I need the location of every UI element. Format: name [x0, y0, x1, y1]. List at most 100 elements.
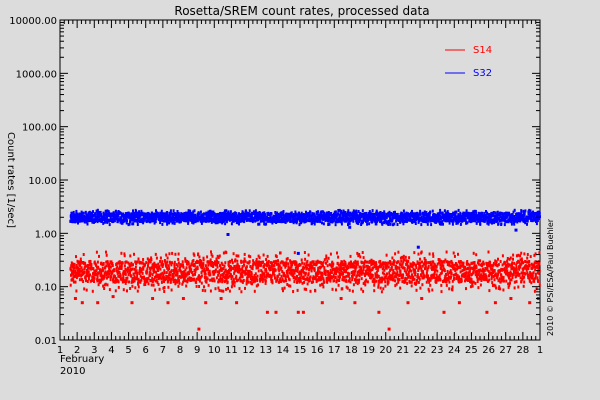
point-s14	[96, 274, 99, 278]
point-s14	[230, 285, 233, 289]
point-s14	[185, 266, 188, 270]
point-s14	[75, 263, 78, 267]
point-s32	[419, 212, 422, 216]
point-s32	[484, 213, 487, 217]
point-s14	[509, 256, 512, 260]
point-s14	[394, 279, 397, 283]
point-s14	[330, 276, 333, 280]
point-s14	[521, 277, 524, 281]
point-s14	[154, 252, 157, 256]
point-s14	[106, 283, 109, 287]
point-s32	[240, 215, 243, 219]
point-s14	[194, 261, 197, 265]
point-s32	[430, 223, 433, 227]
point-s14-outlier	[485, 310, 489, 314]
point-s32	[85, 220, 88, 224]
point-s14	[253, 289, 256, 293]
point-s32	[402, 218, 405, 222]
point-s14	[360, 277, 363, 281]
point-s14	[205, 276, 208, 280]
point-s14	[236, 270, 239, 274]
point-s14	[390, 265, 393, 269]
point-s14	[175, 267, 178, 271]
point-s14	[356, 260, 359, 264]
point-s32	[271, 221, 274, 225]
point-s14	[125, 260, 128, 264]
point-s32	[275, 213, 278, 217]
point-s14	[474, 273, 477, 277]
point-s14	[83, 271, 85, 274]
point-s32	[276, 218, 279, 222]
point-s14	[212, 277, 215, 281]
point-s14	[213, 279, 216, 283]
point-s14	[118, 261, 121, 265]
point-s14	[365, 278, 368, 282]
point-s14	[247, 280, 250, 284]
point-s14	[71, 271, 74, 275]
point-s14	[354, 280, 357, 284]
point-s14	[359, 255, 362, 259]
point-s32	[222, 214, 225, 218]
point-s14	[515, 280, 518, 284]
point-s14	[432, 260, 435, 264]
point-s14	[447, 278, 450, 282]
point-s14	[443, 269, 446, 273]
point-s32	[136, 214, 138, 218]
point-s32	[455, 210, 458, 214]
point-s32	[176, 210, 179, 213]
point-s14	[284, 265, 287, 269]
point-s32	[474, 219, 477, 223]
point-s14-outlier	[301, 310, 305, 314]
point-s14	[289, 284, 292, 288]
point-s14	[362, 268, 365, 271]
point-s14	[165, 277, 168, 281]
point-s14	[537, 280, 540, 283]
point-s32	[208, 216, 211, 220]
point-s14	[310, 263, 313, 267]
point-s14	[244, 269, 247, 273]
point-s32	[154, 220, 157, 223]
point-s32	[490, 214, 493, 218]
point-s14	[501, 268, 504, 271]
point-s14	[102, 262, 105, 265]
point-s14	[384, 276, 387, 279]
point-s14	[431, 267, 433, 271]
point-s32	[245, 215, 248, 219]
point-s14	[350, 265, 353, 269]
point-s14	[377, 266, 380, 270]
point-s14	[351, 273, 354, 277]
point-s14	[80, 266, 83, 270]
point-s14	[445, 283, 448, 287]
point-s14	[491, 281, 494, 285]
point-s14-outlier	[219, 297, 223, 300]
point-s14	[172, 277, 175, 281]
point-s14	[426, 276, 429, 280]
point-s32	[220, 216, 222, 220]
point-s14	[223, 264, 226, 268]
point-s14	[123, 272, 126, 275]
point-s14	[410, 280, 413, 284]
point-s14	[200, 271, 203, 275]
point-s14	[375, 264, 378, 267]
point-s14	[315, 280, 318, 283]
point-s14	[152, 278, 155, 282]
point-s14	[340, 263, 343, 267]
point-s32	[92, 210, 94, 214]
point-s32	[169, 213, 172, 217]
point-s32	[187, 211, 190, 215]
point-s14	[348, 272, 351, 276]
point-s14	[165, 253, 168, 257]
point-s14	[102, 276, 105, 280]
point-s14	[220, 268, 223, 272]
point-s32	[396, 212, 399, 216]
point-s32	[151, 211, 153, 215]
point-s14	[400, 259, 403, 263]
point-s32	[437, 215, 440, 219]
point-s14	[490, 267, 493, 271]
point-s14	[335, 272, 338, 275]
point-s14	[472, 251, 475, 255]
point-s32	[405, 214, 407, 218]
point-s14	[115, 277, 118, 281]
point-s14	[163, 269, 166, 273]
point-s32	[159, 211, 162, 215]
